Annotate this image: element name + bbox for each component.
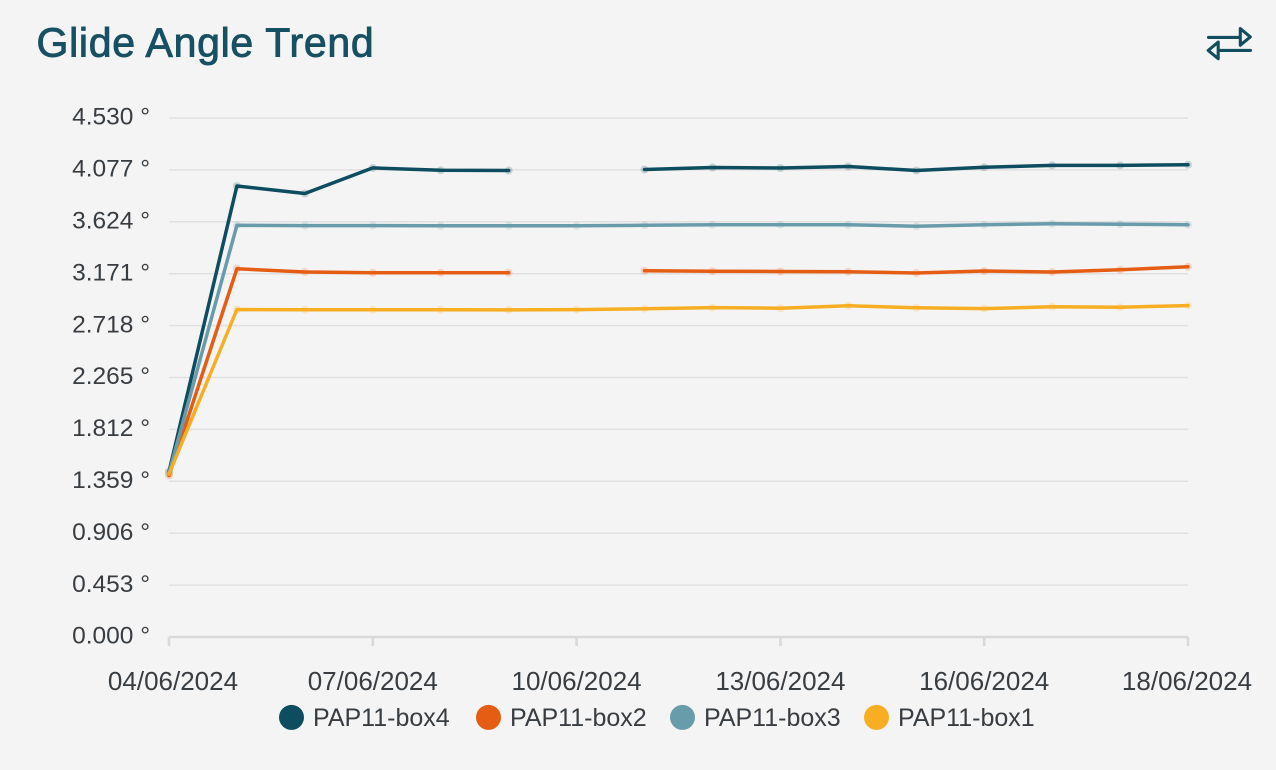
svg-text:PAP11-box2: PAP11-box2 xyxy=(510,704,647,732)
svg-text:16/06/2024: 16/06/2024 xyxy=(919,666,1049,696)
svg-text:4.530 °: 4.530 ° xyxy=(72,104,150,131)
svg-text:PAP11-box3: PAP11-box3 xyxy=(704,704,841,732)
svg-text:04/06/2024: 04/06/2024 xyxy=(108,666,238,696)
svg-text:PAP11-box4: PAP11-box4 xyxy=(313,704,450,732)
svg-text:3.171 °: 3.171 ° xyxy=(72,259,150,286)
svg-text:0.000 °: 0.000 ° xyxy=(72,623,150,650)
svg-text:2.265 °: 2.265 ° xyxy=(72,363,150,390)
svg-text:1.812 °: 1.812 ° xyxy=(72,415,150,442)
svg-text:1.359 °: 1.359 ° xyxy=(72,467,150,494)
svg-text:3.624 °: 3.624 ° xyxy=(72,207,150,234)
svg-text:2.718 °: 2.718 ° xyxy=(72,311,150,338)
svg-text:PAP11-box1: PAP11-box1 xyxy=(898,704,1035,732)
svg-text:0.453 °: 0.453 ° xyxy=(72,571,150,598)
svg-text:13/06/2024: 13/06/2024 xyxy=(715,666,845,696)
svg-text:18/06/2024: 18/06/2024 xyxy=(1122,666,1252,696)
svg-text:10/06/2024: 10/06/2024 xyxy=(512,666,642,696)
svg-text:07/06/2024: 07/06/2024 xyxy=(308,666,438,696)
svg-text:Glide Angle Trend: Glide Angle Trend xyxy=(37,20,375,66)
svg-text:0.906 °: 0.906 ° xyxy=(72,519,150,546)
svg-text:4.077 °: 4.077 ° xyxy=(72,156,150,183)
